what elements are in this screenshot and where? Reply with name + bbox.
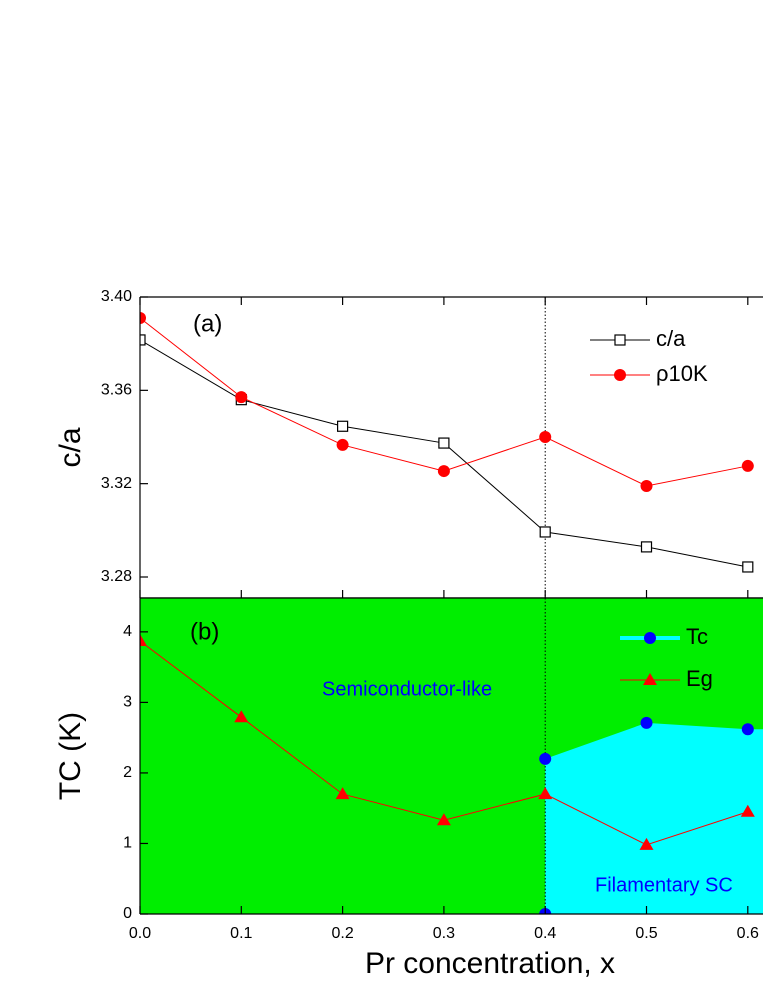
x-tick-label: 0.3 xyxy=(433,925,455,942)
x-tick-label: 0.1 xyxy=(230,925,252,942)
marker xyxy=(539,526,551,538)
marker xyxy=(436,813,451,826)
marker xyxy=(234,710,249,723)
y-tick-label: 4 xyxy=(123,623,132,640)
x-tick-label: 0.5 xyxy=(635,925,657,942)
marker xyxy=(639,837,654,850)
marker xyxy=(235,391,248,404)
plot-area xyxy=(140,297,754,598)
marker xyxy=(644,632,656,644)
marker xyxy=(437,465,450,478)
x-tick-label: 0.0 xyxy=(129,925,151,942)
y-tick-label: 3.36 xyxy=(101,382,132,399)
legend-label: Tc xyxy=(686,624,708,649)
marker xyxy=(140,634,147,647)
marker xyxy=(614,334,626,346)
annotation: (b) xyxy=(190,618,219,645)
marker xyxy=(539,431,552,443)
y-axis-label: TC (K) xyxy=(54,712,87,800)
marker xyxy=(336,438,349,451)
marker xyxy=(614,369,626,381)
region-fill xyxy=(545,722,763,914)
x-tick-label: 0.4 xyxy=(534,925,556,942)
legend-label: Eg xyxy=(686,666,713,691)
marker xyxy=(640,480,653,492)
marker xyxy=(335,787,350,800)
y-tick-label: 3.40 xyxy=(101,288,132,305)
marker xyxy=(741,459,754,472)
marker xyxy=(741,723,754,736)
x-tick-label: 0.2 xyxy=(331,925,353,942)
plot-area xyxy=(140,598,763,914)
annotation: Semiconductor-like xyxy=(322,678,492,700)
y-axis-label: c/a xyxy=(54,427,87,467)
y-tick-label: 3.32 xyxy=(101,475,132,492)
x-axis-label: Pr concentration, x xyxy=(365,947,615,980)
marker xyxy=(538,787,553,800)
annotation: (a) xyxy=(193,310,222,337)
legend-label: c/a xyxy=(656,326,686,351)
marker xyxy=(438,437,450,449)
legend-label: ρ10K xyxy=(656,361,708,386)
marker xyxy=(539,752,552,765)
y-tick-label: 3 xyxy=(123,694,132,711)
marker xyxy=(337,420,349,432)
marker xyxy=(742,561,754,573)
marker xyxy=(140,312,146,324)
y-tick-label: 3.28 xyxy=(101,568,132,585)
x-tick-label: 0.6 xyxy=(737,925,759,942)
y-tick-label: 2 xyxy=(123,764,132,781)
marker xyxy=(740,804,755,817)
marker xyxy=(640,541,653,553)
marker xyxy=(140,334,146,346)
y-tick-label: 0 xyxy=(123,905,132,922)
annotation: Filamentary SC xyxy=(595,874,733,896)
y-tick-label: 1 xyxy=(123,835,132,852)
marker xyxy=(640,716,653,729)
marker xyxy=(643,673,657,685)
